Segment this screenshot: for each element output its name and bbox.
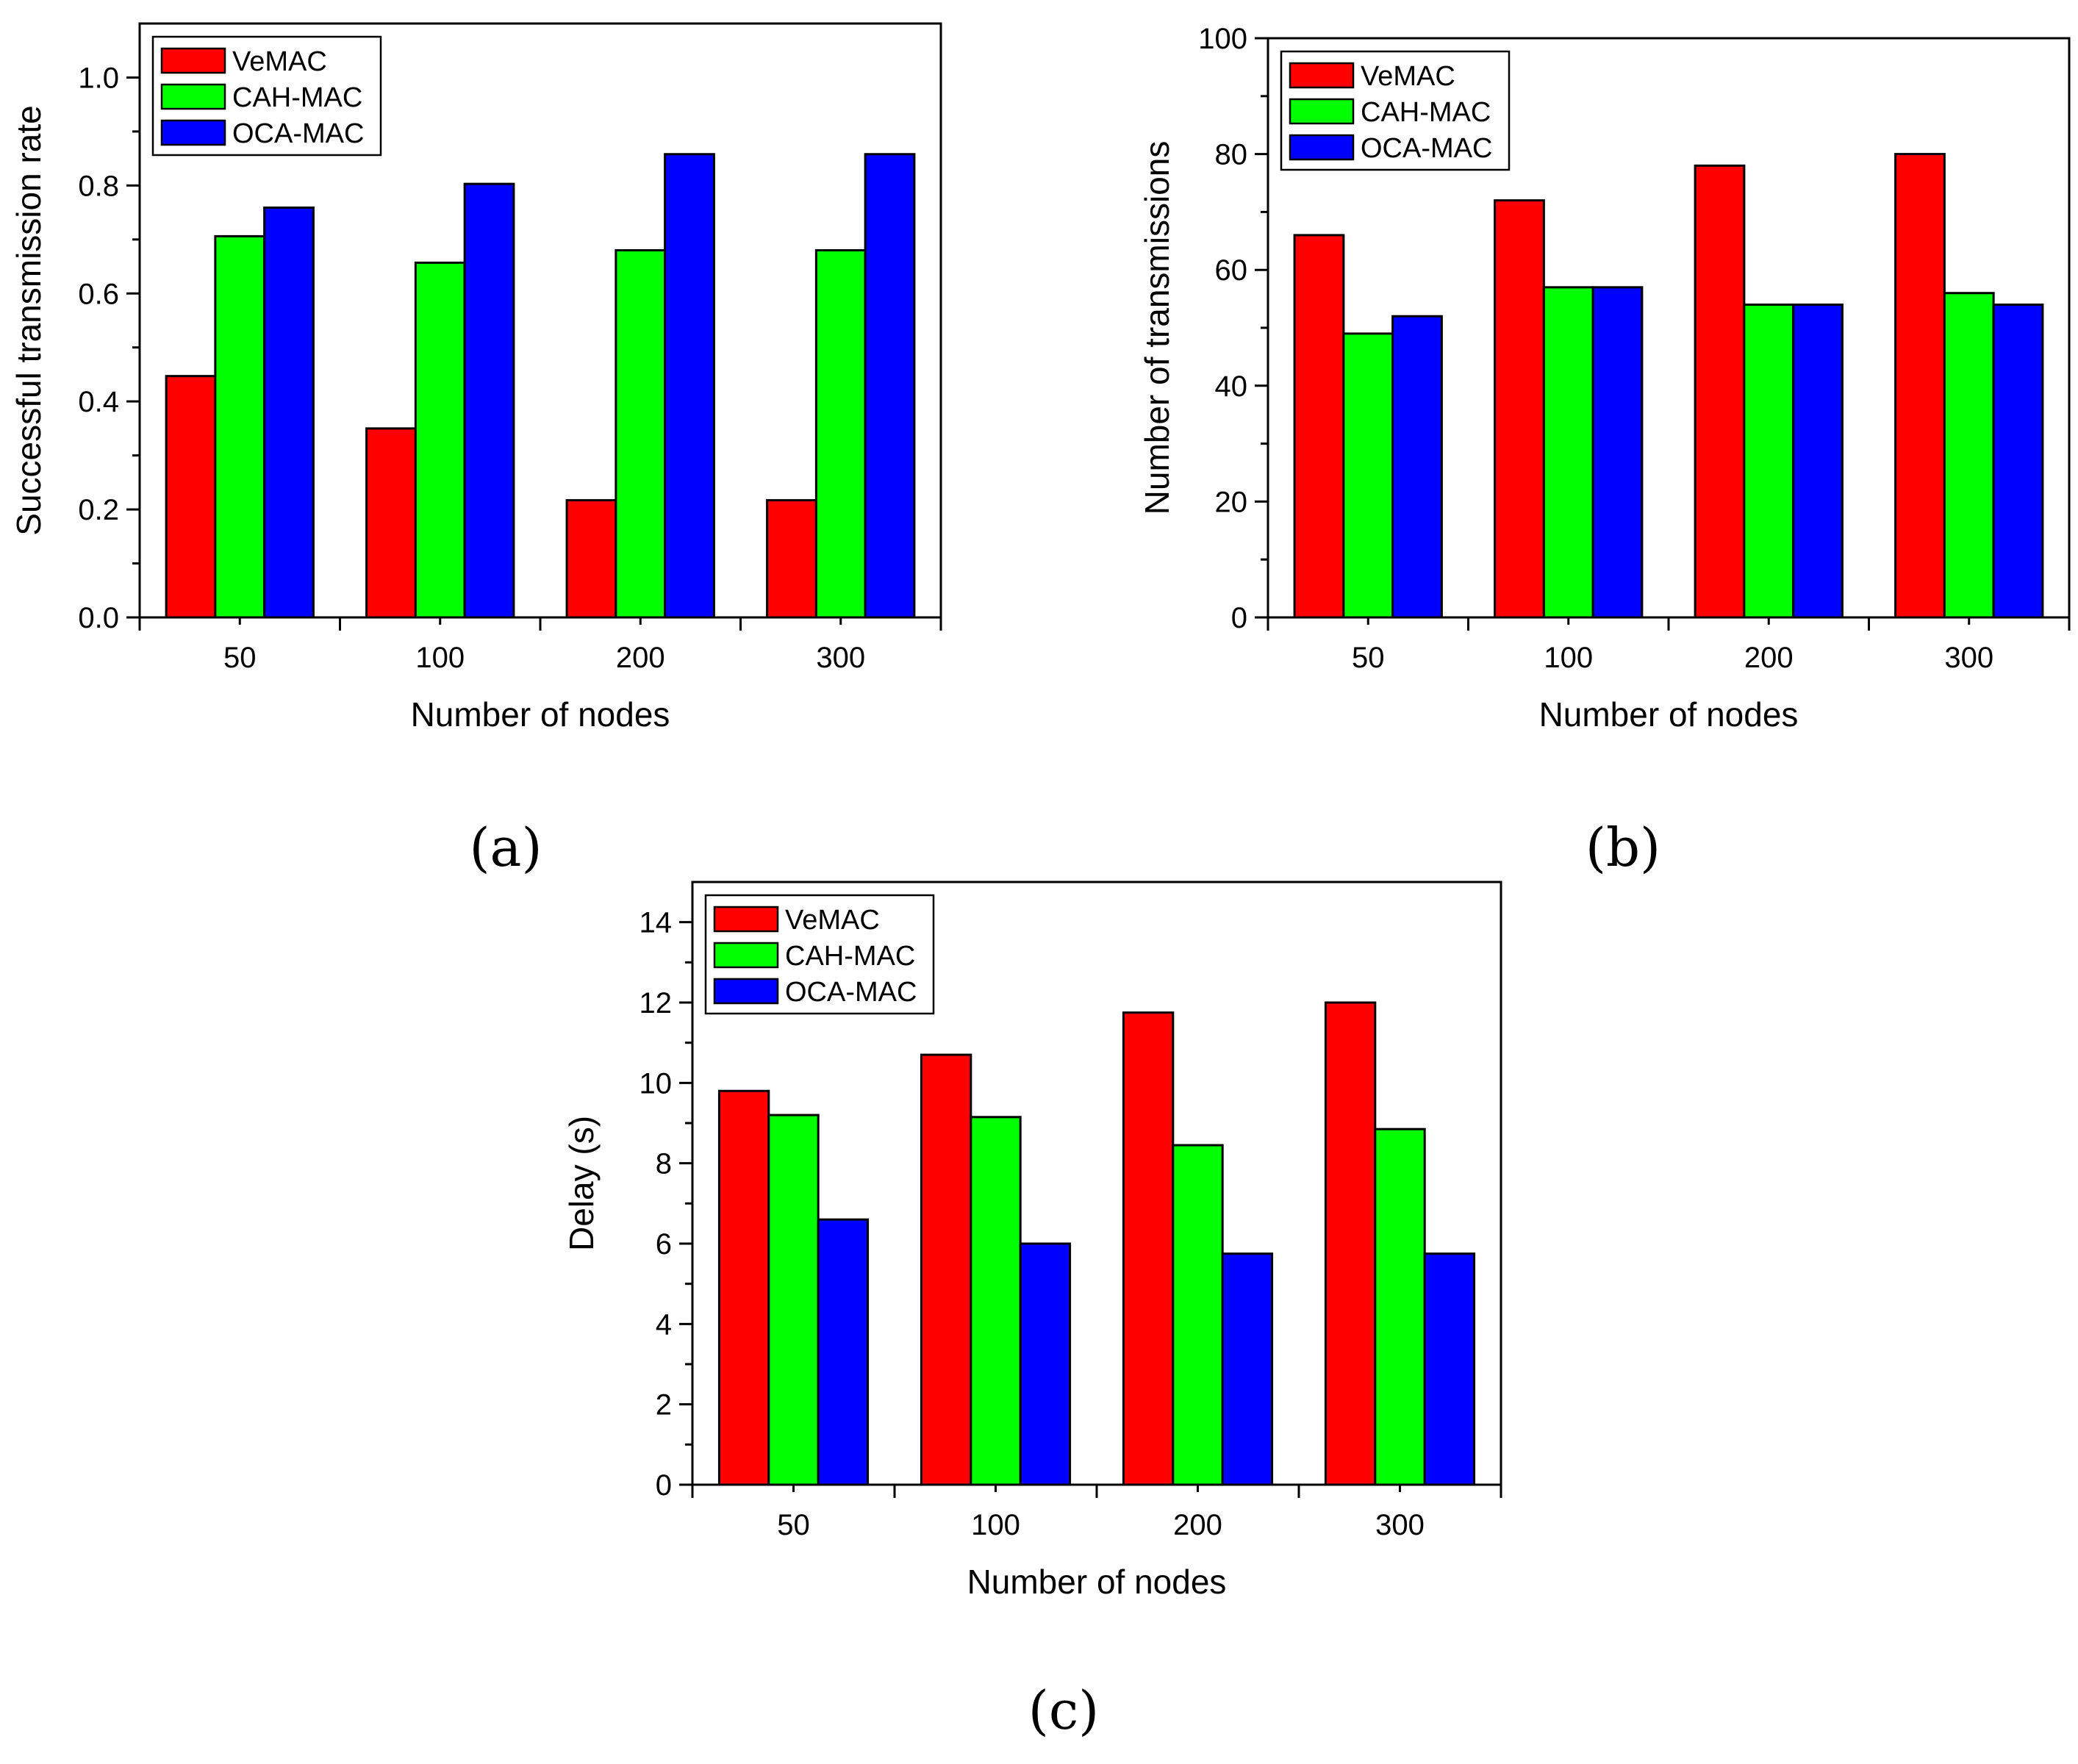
y-tick-label: 60 xyxy=(1215,254,1248,287)
y-tick-label: 8 xyxy=(656,1148,672,1180)
bar-cah-mac-50 xyxy=(767,1114,820,1486)
legend-label-vemac: VeMAC xyxy=(1361,61,1455,92)
bar-oca-mac-100 xyxy=(1591,286,1644,619)
bar-oca-mac-50 xyxy=(1391,315,1443,619)
bar-oca-mac-200 xyxy=(1221,1252,1274,1486)
x-axis-title: Number of nodes xyxy=(411,695,670,734)
legend-swatch-oca-mac xyxy=(160,119,226,146)
y-axis-title: Successful transmission rate xyxy=(10,105,48,535)
panel-label: (a) xyxy=(469,817,542,878)
y-tick-label: 0 xyxy=(1231,602,1247,634)
legend-swatch-cah-mac xyxy=(1289,98,1355,125)
y-tick-label: 10 xyxy=(639,1067,673,1100)
y-tick-label: 0.8 xyxy=(78,170,119,202)
x-tick-label-50: 50 xyxy=(777,1509,810,1541)
legend-label-oca-mac: OCA-MAC xyxy=(785,977,917,1008)
legend-swatch-vemac xyxy=(1289,62,1355,89)
bar-oca-mac-100 xyxy=(1019,1242,1072,1486)
y-tick-label: 0.4 xyxy=(78,386,119,418)
x-tick-label-50: 50 xyxy=(1352,642,1385,674)
legend-label-cah-mac: CAH-MAC xyxy=(232,82,362,113)
x-axis-title: Number of nodes xyxy=(967,1563,1227,1601)
bar-oca-mac-300 xyxy=(1423,1252,1476,1486)
y-axis-title: Number of transmissions xyxy=(1138,141,1176,515)
bar-cah-mac-300 xyxy=(1374,1127,1426,1486)
x-tick-label-100: 100 xyxy=(1544,642,1593,674)
bar-vemac-200 xyxy=(1122,1011,1175,1486)
bar-vemac-100 xyxy=(365,427,417,619)
bar-vemac-50 xyxy=(1293,234,1345,619)
bar-vemac-300 xyxy=(1324,1001,1377,1486)
x-tick-label-300: 300 xyxy=(816,642,865,674)
x-tick-label-200: 200 xyxy=(1173,1509,1222,1541)
bar-vemac-100 xyxy=(1494,199,1545,619)
y-tick-label: 0.6 xyxy=(78,278,119,310)
bar-cah-mac-100 xyxy=(970,1116,1022,1486)
x-tick-label-300: 300 xyxy=(1375,1509,1425,1541)
legend-swatch-cah-mac xyxy=(713,942,779,969)
legend-label-vemac: VeMAC xyxy=(232,46,327,77)
bar-oca-mac-100 xyxy=(463,182,515,619)
y-tick-label: 12 xyxy=(639,987,673,1019)
chart-b-number-of-transmissions: 0 20 40 60 80 100 50 100 200 300 Number of nodes Nu… xyxy=(1138,23,2071,878)
bar-vemac-50 xyxy=(165,375,217,619)
y-tick-label: 4 xyxy=(656,1308,672,1341)
bar-cah-mac-200 xyxy=(1172,1144,1224,1486)
y-tick-label: 14 xyxy=(639,907,673,939)
x-tick-label-50: 50 xyxy=(223,642,257,674)
chart-a-successful-transmission-rate: 0.0 0.2 0.4 0.6 0.8 1.0 50 100 200 300 Number of n… xyxy=(10,22,942,878)
legend-swatch-vemac xyxy=(713,906,779,933)
bar-oca-mac-300 xyxy=(1992,303,2044,619)
x-tick-label-100: 100 xyxy=(415,642,465,674)
y-tick-label: 0.0 xyxy=(78,602,119,634)
legend-swatch-vemac xyxy=(160,47,226,74)
bar-oca-mac-50 xyxy=(817,1218,870,1486)
bar-oca-mac-200 xyxy=(664,153,715,619)
bar-vemac-200 xyxy=(1694,164,1746,619)
bar-vemac-300 xyxy=(766,499,817,619)
bar-cah-mac-200 xyxy=(1743,303,1795,619)
panel-label: (b) xyxy=(1586,817,1660,878)
y-tick-label: 6 xyxy=(656,1228,672,1261)
y-tick-label: 0 xyxy=(656,1469,672,1502)
x-tick-label-200: 200 xyxy=(1744,642,1794,674)
legend-swatch-oca-mac xyxy=(1289,134,1355,161)
legend-label-oca-mac: OCA-MAC xyxy=(1361,133,1492,164)
bar-cah-mac-200 xyxy=(615,249,667,619)
legend-label-cah-mac: CAH-MAC xyxy=(1361,97,1491,128)
bar-vemac-100 xyxy=(920,1053,972,1486)
y-tick-label: 2 xyxy=(656,1389,672,1421)
legend-swatch-cah-mac xyxy=(160,83,226,110)
bar-oca-mac-50 xyxy=(263,206,315,619)
bar-cah-mac-100 xyxy=(1542,286,1594,619)
bar-oca-mac-300 xyxy=(864,153,916,619)
x-tick-label-200: 200 xyxy=(616,642,665,674)
y-tick-label: 80 xyxy=(1215,139,1248,171)
legend-label-vemac: VeMAC xyxy=(785,905,880,936)
bar-oca-mac-200 xyxy=(1792,303,1844,619)
legend-label-cah-mac: CAH-MAC xyxy=(785,941,915,972)
chart-c-delay: 0 2 4 6 8 10 12 14 50 100 200 300 Number of nodes Del… xyxy=(562,881,1502,1741)
bar-cah-mac-100 xyxy=(414,261,466,619)
bar-vemac-300 xyxy=(1894,153,1946,619)
panel-label: (c) xyxy=(1028,1679,1100,1741)
bar-vemac-50 xyxy=(717,1089,770,1486)
x-tick-label-100: 100 xyxy=(971,1509,1020,1541)
y-axis-title: Delay (s) xyxy=(562,1116,601,1251)
bar-cah-mac-50 xyxy=(214,234,266,619)
bar-cah-mac-300 xyxy=(1943,292,1995,619)
bar-cah-mac-50 xyxy=(1342,332,1394,619)
legend-swatch-oca-mac xyxy=(713,978,779,1005)
y-tick-label: 0.2 xyxy=(78,494,119,526)
legend-label-oca-mac: OCA-MAC xyxy=(232,118,364,149)
x-tick-label-300: 300 xyxy=(1944,642,1993,674)
y-tick-label: 100 xyxy=(1198,23,1247,55)
y-tick-label: 40 xyxy=(1215,370,1248,403)
bar-cah-mac-300 xyxy=(814,249,867,619)
x-axis-title: Number of nodes xyxy=(1539,695,1799,734)
y-tick-label: 1.0 xyxy=(78,62,119,94)
y-tick-label: 20 xyxy=(1215,486,1248,518)
bar-vemac-200 xyxy=(565,499,617,619)
